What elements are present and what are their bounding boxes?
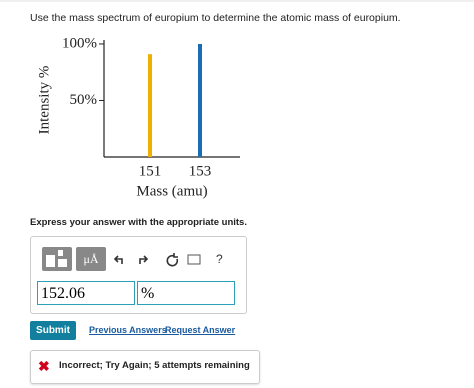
previous-answers-link[interactable]: Previous Answers — [89, 325, 167, 335]
reset-icon[interactable] — [166, 253, 179, 267]
instruction: Express your answer with the appropriate… — [30, 217, 247, 228]
x-tick-label: 151 — [139, 163, 162, 179]
y-tick-label: 100% — [62, 35, 97, 51]
bar — [148, 54, 152, 158]
keyboard-icon[interactable] — [187, 254, 201, 265]
undo-icon[interactable] — [113, 255, 123, 264]
bar — [198, 43, 202, 157]
units-button[interactable]: μÅ — [76, 247, 106, 271]
help-button[interactable]: ? — [216, 252, 223, 266]
unit-input[interactable]: % — [137, 281, 235, 305]
feedback-box — [30, 350, 260, 384]
toolbar-icons — [113, 253, 201, 267]
y-axis-label: Intensity % — [36, 66, 52, 135]
error-icon: ✖ — [38, 358, 50, 374]
value-input[interactable]: 152.06 — [37, 281, 135, 305]
x-axis-label: Mass (amu) — [136, 183, 207, 199]
x-tick-label: 153 — [189, 163, 212, 179]
submit-button[interactable]: Submit — [30, 321, 76, 340]
template-button[interactable] — [42, 247, 72, 271]
chart: Intensity % Mass (amu) 50% 100% 151 153 — [36, 35, 240, 199]
request-answer-link[interactable]: Request Answer — [165, 325, 236, 335]
question: Use the mass spectrum of europium to det… — [30, 12, 401, 24]
feedback: Incorrect; Try Again; 5 attempts remaini… — [59, 360, 250, 371]
answer-panel — [30, 236, 247, 314]
y-tick-label: 50% — [70, 92, 98, 108]
redo-icon[interactable] — [139, 255, 149, 264]
top-border — [0, 0, 474, 2]
